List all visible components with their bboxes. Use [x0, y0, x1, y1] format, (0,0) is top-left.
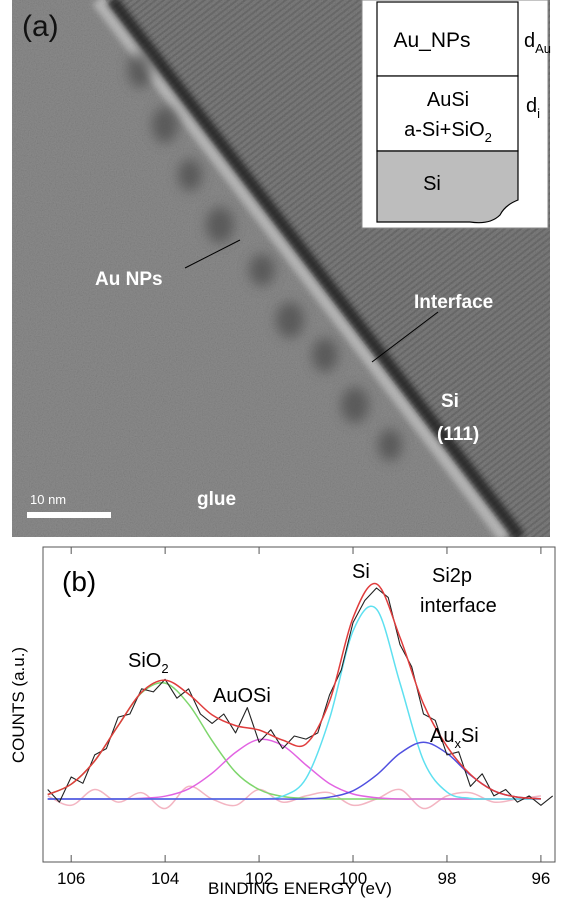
text-part: d	[524, 30, 535, 52]
text-part: Si	[461, 725, 479, 747]
x-tick-label: 98	[438, 869, 457, 888]
scale-bar	[27, 512, 111, 518]
x-tick-label: 104	[151, 869, 179, 888]
peak-label: AuOSi	[213, 685, 271, 707]
annotation: Au NPs	[95, 269, 163, 290]
y-axis-label: COUNTS (a.u.)	[9, 647, 28, 763]
page: (a) Au NPs Interface Si (111) glue 10 nm…	[0, 0, 565, 902]
figure: (a) Au NPs Interface Si (111) glue 10 nm…	[0, 0, 565, 902]
note: interface	[420, 595, 497, 617]
text-part: SiO	[128, 650, 161, 672]
text-part: Si	[352, 561, 370, 583]
subscript: 2	[161, 661, 168, 676]
scale-bar-label: 10 nm	[30, 492, 66, 507]
panel-label: (b)	[62, 566, 96, 597]
annotation: (111)	[437, 424, 479, 445]
note: Si2p	[432, 565, 472, 587]
text-part: AuOSi	[213, 685, 271, 707]
subscript: Au	[535, 41, 551, 56]
x-tick-label: 100	[339, 869, 367, 888]
annotation: glue	[197, 489, 236, 510]
subscript: i	[537, 106, 540, 121]
x-tick-label: 106	[57, 869, 85, 888]
text-part: a-Si+SiO	[404, 119, 485, 141]
layer-label: Si	[423, 173, 441, 195]
peak-label: Si	[352, 561, 370, 583]
text-part: d	[526, 95, 537, 117]
x-tick-label: 96	[531, 869, 550, 888]
subscript: 2	[485, 130, 492, 145]
x-tick-label: 102	[245, 869, 273, 888]
annotation: Interface	[414, 292, 493, 313]
panel-label: (a)	[22, 10, 59, 43]
layer-label: Au_NPs	[393, 29, 470, 52]
annotation: Si	[441, 391, 459, 412]
text-part: Au	[430, 725, 454, 747]
layer-label: AuSi	[427, 89, 469, 111]
